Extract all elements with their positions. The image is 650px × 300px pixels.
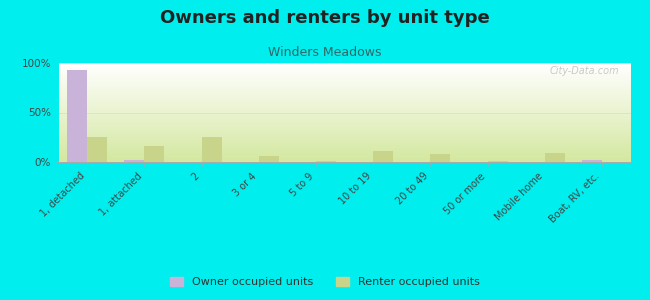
Bar xyxy=(67,70,87,162)
Bar xyxy=(259,156,279,162)
Text: Owners and renters by unit type: Owners and renters by unit type xyxy=(160,9,490,27)
Bar xyxy=(87,137,107,162)
Text: Winders Meadows: Winders Meadows xyxy=(268,46,382,59)
Bar xyxy=(582,160,602,162)
Bar xyxy=(545,153,565,162)
Bar xyxy=(316,161,336,162)
Bar xyxy=(373,151,393,162)
Bar xyxy=(144,146,164,162)
Legend: Owner occupied units, Renter occupied units: Owner occupied units, Renter occupied un… xyxy=(166,272,484,291)
Bar xyxy=(202,137,222,162)
Bar xyxy=(488,161,508,162)
Bar xyxy=(124,160,144,162)
Bar xyxy=(430,154,450,162)
Text: City-Data.com: City-Data.com xyxy=(549,66,619,76)
